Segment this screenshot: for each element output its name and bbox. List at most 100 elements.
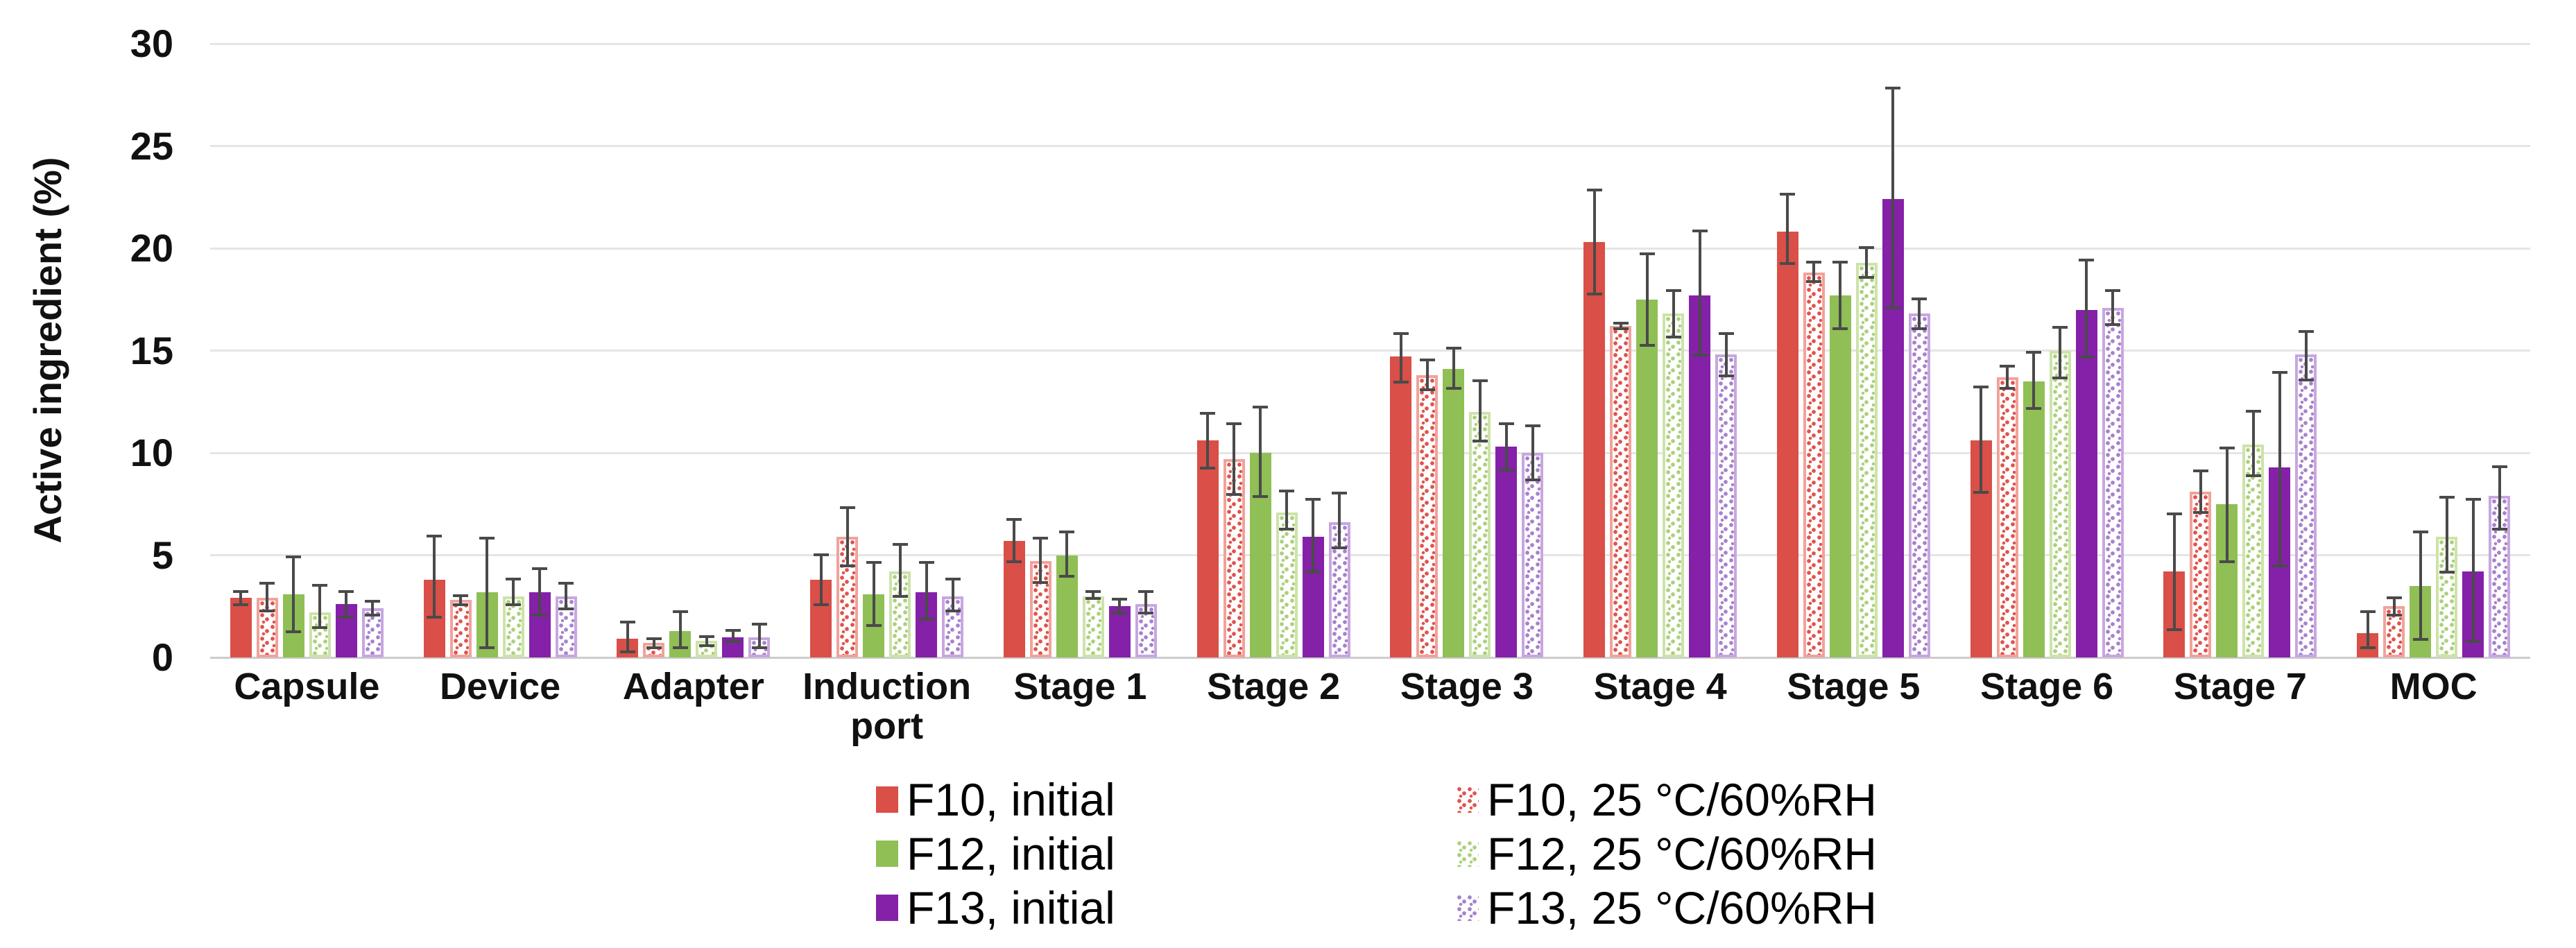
legend-label: F13, initial (907, 882, 1115, 933)
error-bar-cap-bottom (892, 595, 908, 598)
error-bar-whisker (2392, 596, 2396, 617)
error-bar-whisker (2111, 289, 2115, 327)
error-bar-cap-top (2465, 497, 2481, 501)
error-bar (2439, 495, 2455, 574)
gridline (210, 42, 2530, 45)
error-bar-whisker (845, 506, 849, 568)
error-bar-cap-top (1832, 260, 1848, 264)
bar (2049, 350, 2071, 657)
error-bar (286, 555, 302, 633)
error-bar (892, 542, 908, 598)
error-bar-cap-bottom (1613, 327, 1629, 330)
error-bar-cap-bottom (365, 613, 381, 617)
error-bar (1806, 260, 1822, 284)
legend-label: F10, initial (907, 774, 1115, 825)
error-bar-whisker (1144, 589, 1148, 615)
error-bar-cap-top (1138, 589, 1154, 593)
error-bar-cap-bottom (338, 615, 354, 619)
error-bar (2298, 330, 2314, 381)
error-bar-cap-top (2412, 531, 2428, 534)
error-bar-cap-bottom (427, 615, 443, 619)
error-bar-cap-top (698, 635, 714, 638)
error-bar (2052, 326, 2068, 379)
error-bar-whisker (2278, 371, 2281, 568)
error-bar-whisker (1425, 359, 1429, 392)
error-bar-cap-bottom (1859, 276, 1875, 279)
error-bar (725, 628, 741, 644)
error-bar-cap-bottom (751, 646, 767, 650)
bar (2383, 606, 2405, 657)
error-bar-cap-top (2000, 365, 2016, 368)
error-bar-cap-top (2272, 371, 2287, 374)
error-bar-whisker (565, 581, 568, 611)
error-bar-cap-top (1059, 531, 1075, 534)
error-bar-cap-bottom (233, 603, 249, 607)
error-bar (479, 536, 495, 650)
error-bar-cap-top (2052, 326, 2068, 329)
error-bar-cap-top (2491, 465, 2507, 468)
error-bar (698, 635, 714, 648)
error-bar-whisker (705, 635, 708, 648)
error-bar (506, 577, 522, 607)
error-bar-cap-bottom (866, 623, 882, 627)
error-bar-cap-bottom (259, 610, 275, 613)
error-bar (2000, 365, 2016, 390)
error-bar-cap-bottom (2412, 638, 2428, 641)
error-bar-whisker (2199, 469, 2202, 515)
error-bar-cap-top (286, 555, 302, 558)
error-bar-whisker (1338, 492, 1341, 549)
bar (1583, 242, 1606, 657)
error-bar-cap-bottom (2491, 528, 2507, 531)
error-bar (2105, 289, 2121, 327)
error-bar (2272, 371, 2287, 568)
error-bar-whisker (1865, 246, 1869, 279)
error-bar-whisker (318, 583, 322, 629)
error-bar-cap-top (1419, 359, 1435, 362)
error-bar-whisker (898, 542, 902, 598)
bar (309, 612, 331, 657)
error-bar-cap-bottom (698, 644, 714, 648)
bar (1196, 440, 1219, 657)
error-bar-cap-bottom (1780, 261, 1796, 265)
error-bar-cap-top (233, 589, 249, 593)
y-tick-label: 5 (151, 533, 173, 577)
error-bar (427, 535, 443, 619)
error-bar (2245, 410, 2261, 478)
error-bar-cap-top (1806, 260, 1822, 264)
error-bar-cap-bottom (839, 565, 855, 568)
error-bar-cap-top (1780, 193, 1796, 196)
error-bar (1885, 86, 1901, 310)
category-label: Stage 4 (1593, 666, 1727, 707)
error-bar-whisker (1786, 193, 1789, 265)
error-bar-whisker (1039, 536, 1042, 584)
error-bar-cap-bottom (506, 603, 522, 607)
error-bar-cap-top (1639, 252, 1655, 255)
error-bar-cap-bottom (2360, 646, 2376, 650)
error-bar-cap-bottom (2272, 565, 2287, 568)
error-bar-cap-top (1200, 412, 1216, 415)
bar (1443, 369, 1465, 657)
bar (2242, 445, 2265, 657)
error-bar (259, 581, 275, 613)
error-bar-cap-bottom (1586, 292, 1602, 295)
bar (2023, 381, 2045, 657)
error-bar (1033, 536, 1049, 584)
error-bar-cap-bottom (479, 646, 495, 650)
error-bar-whisker (1478, 379, 1482, 443)
error-bar (532, 567, 548, 617)
error-bar-cap-top (2192, 469, 2208, 472)
error-bar-cap-bottom (1138, 612, 1154, 615)
error-bar-cap-bottom (2052, 376, 2068, 379)
error-bar-whisker (1399, 331, 1402, 383)
error-bar-whisker (1592, 189, 1596, 295)
error-bar-cap-top (1472, 379, 1488, 382)
error-bar-whisker (1065, 531, 1069, 578)
error-bar (672, 610, 688, 650)
error-bar (338, 589, 354, 619)
error-bar-cap-bottom (1006, 560, 1022, 564)
error-bar-cap-bottom (1639, 343, 1655, 347)
error-bar (1525, 424, 1540, 482)
error-bar-cap-top (1253, 406, 1269, 409)
legend-swatch (876, 786, 898, 813)
error-bar-cap-bottom (1033, 580, 1049, 584)
